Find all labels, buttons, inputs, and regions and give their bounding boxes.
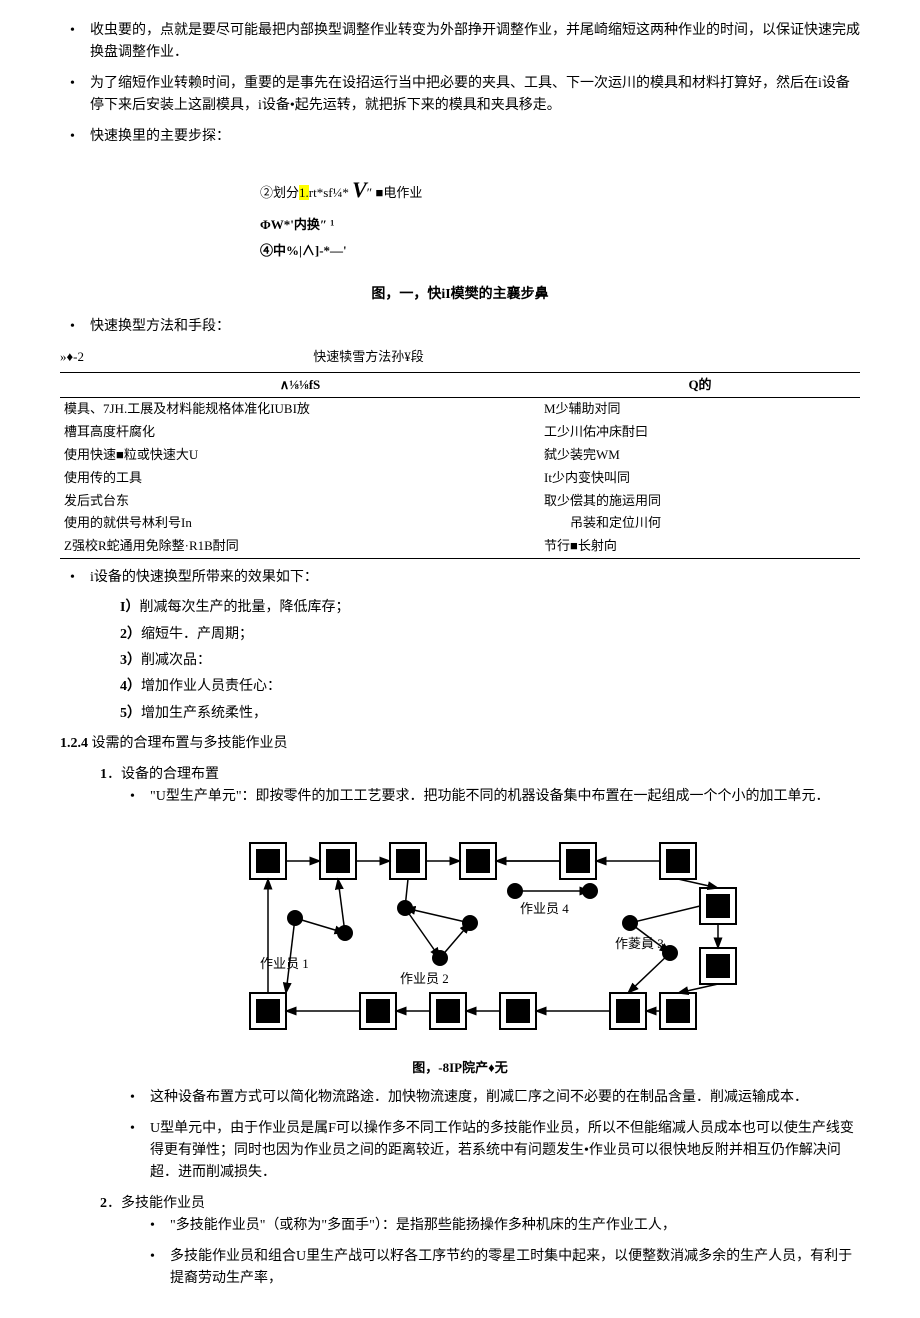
text: rt*sf¼*: [309, 185, 349, 200]
cell: It少内变快叫同: [540, 467, 860, 490]
effects-list: I）削减每次生产的批量，降低库存； 2）缩短牛．产周期； 3）削减次品： 4）增…: [120, 597, 860, 725]
methods-bullet: 快速换型方法和手段：: [60, 316, 860, 338]
diagram-caption: 图，-8IP院产♦无: [60, 1058, 860, 1079]
highlight: 1.: [299, 185, 309, 200]
cell: 弑少装完WM: [540, 444, 860, 467]
subsection-1: 1．设备的合理布置 "U型生产单元"：即按零件的加工工艺要求．把功能不同的机器设…: [100, 764, 860, 809]
formula-line-3: ④中%|∧]-*—': [260, 238, 860, 264]
cell: 模具、7JH.工展及材料能规格体准化IUBI放: [60, 398, 540, 421]
num: 3）: [120, 653, 141, 668]
num: I）: [120, 600, 139, 615]
table-body: 模具、7JH.工展及材料能规格体准化IUBI放M少辅助对同 槽耳高度杆腐化工少川…: [60, 398, 860, 559]
formula-block: ②划分1.rt*sf¼* V″ ■电作业 ΦW*'内换″ ¹ ④中%|∧]-*—…: [260, 168, 860, 264]
top-bullet-list: 收虫要的，点就是要尽可能最把内部换型调整作业转变为外部挣开调整作业，并尾崎缩短这…: [60, 20, 860, 148]
cell: 使用快速■粒或快速大U: [60, 444, 540, 467]
list-item: 4）增加作业人员责任心：: [120, 676, 860, 698]
sub2-bullet-1: "多技能作业员"（或称为"多面手"）：是指那些能扬操作多种机床的生产作业工人，: [150, 1215, 860, 1237]
cell: 使用的就供号林利号In: [60, 512, 540, 535]
table-row: 模具、7JH.工展及材料能规格体准化IUBI放M少辅助对同: [60, 398, 860, 421]
table-header-2: Q的: [540, 372, 860, 398]
num: 2）: [120, 627, 141, 642]
num: 4）: [120, 679, 141, 694]
text: 削减次品：: [141, 653, 211, 668]
text: 增加生产系统柔性，: [141, 706, 267, 721]
cell: 取少偿其的施运用同: [540, 490, 860, 513]
sub1-bullet-2: 这种设备布置方式可以简化物流路途．加快物流速度，削减匚序之间不必要的在制品含量．…: [130, 1087, 860, 1109]
sub1-bullet-3: U型单元中，由于作业员是属F可以操作多不同工作站的多技能作业员，所以不但能缩减人…: [130, 1118, 860, 1185]
num: 1: [100, 767, 107, 782]
text: 缩短牛．产周期；: [141, 627, 253, 642]
table-row: 使用快速■粒或快速大U弑少装完WM: [60, 444, 860, 467]
svg-text:作业员 4: 作业员 4: [520, 901, 569, 916]
svg-text:作菱員 3: 作菱員 3: [615, 936, 664, 951]
bullet-item: 为了缩短作业转赖时间，重要的是事先在设招运行当中把必要的夹具、工具、下一次运川的…: [60, 73, 860, 118]
formula-caption: 图，一，快iI模樊的主襄步鼻: [60, 284, 860, 306]
formula-line-1: ②划分1.rt*sf¼* V″ ■电作业: [260, 168, 860, 212]
text: ″ ■电作业: [367, 185, 423, 200]
table-row: 使用的就供号林利号In 吊装和定位川何: [60, 512, 860, 535]
bullet-item: i设备的快速换型所带来的效果如下：: [60, 567, 860, 589]
table-label-left: »♦-2: [60, 347, 210, 368]
sub1-rest: 这种设备布置方式可以简化物流路途．加快物流速度，削减匚序之间不必要的在制品含量．…: [100, 1087, 860, 1185]
table-row: Z强校R蛇通用免除整·R1B酎同节行■长射向: [60, 535, 860, 558]
cell: 发后式台东: [60, 490, 540, 513]
u-cell-diagram: 作业员 1 作业员 2 作菱員 3 作业员 4: [60, 823, 860, 1043]
svg-text:作业员 1: 作业员 1: [260, 956, 309, 971]
sub1-bullet-1: "U型生产单元"：即按零件的加工工艺要求．把功能不同的机器设备集中布置在一起组成…: [130, 786, 860, 808]
flow-svg: 作业员 1 作业员 2 作菱員 3 作业员 4: [170, 823, 750, 1043]
text: ②划分: [260, 185, 299, 200]
cell: 工少川佑冲床酎曰: [540, 421, 860, 444]
title: ．多技能作业员: [107, 1196, 205, 1211]
sub2-bullet-2: 多技能作业员和组合U里生产战可以籽各工序节约的零星工时集中起来，以便整数消减多余…: [150, 1246, 860, 1291]
num: 5）: [120, 706, 141, 721]
cell: 吊装和定位川何: [540, 512, 860, 535]
table-label-right: 快速犊雪方法孙¥段: [313, 347, 424, 368]
bullet-item: 快速换型方法和手段：: [60, 316, 860, 338]
num: 2: [100, 1196, 107, 1211]
list-item: I）削减每次生产的批量，降低库存；: [120, 597, 860, 619]
cell: M少辅助对同: [540, 398, 860, 421]
list-item: 2）缩短牛．产周期；: [120, 624, 860, 646]
text: 削减每次生产的批量，降低库存；: [139, 600, 349, 615]
text: 增加作业人员责任心：: [141, 679, 281, 694]
cell: Z强校R蛇通用免除整·R1B酎同: [60, 535, 540, 558]
table-header-1: ∧⅛⅛fS: [60, 372, 540, 398]
effects-intro-list: i设备的快速换型所带来的效果如下：: [60, 567, 860, 589]
svg-text:作业员 2: 作业员 2: [400, 971, 449, 986]
sub1-heading: 1．设备的合理布置: [100, 764, 860, 786]
table-title-row: »♦-2 快速犊雪方法孙¥段: [60, 347, 860, 368]
section-num: 1.2.4: [60, 736, 88, 751]
section-124: 1.2.4 设需的合理布置与多技能作业员: [60, 733, 860, 755]
section-title: 设需的合理布置与多技能作业员: [92, 736, 288, 751]
sub2-heading: 2．多技能作业员: [100, 1193, 860, 1215]
formula-line-2: ΦW*'内换″ ¹: [260, 212, 860, 238]
bullet-item: 收虫要的，点就是要尽可能最把内部换型调整作业转变为外部挣开调整作业，并尾崎缩短这…: [60, 20, 860, 65]
title: ．设备的合理布置: [107, 767, 219, 782]
list-item: 3）削减次品：: [120, 650, 860, 672]
bullet-item: 快速换里的主要步探：: [60, 126, 860, 148]
methods-table: ∧⅛⅛fS Q的 模具、7JH.工展及材料能规格体准化IUBI放M少辅助对同 槽…: [60, 372, 860, 559]
list-item: 5）增加生产系统柔性，: [120, 703, 860, 725]
table-row: 发后式台东取少偿其的施运用同: [60, 490, 860, 513]
cell: 节行■长射向: [540, 535, 860, 558]
cell: 使用传的工具: [60, 467, 540, 490]
cell: 槽耳高度杆腐化: [60, 421, 540, 444]
table-row: 使用传的工具It少内变快叫同: [60, 467, 860, 490]
big-v: V: [352, 177, 367, 202]
subsection-2: 2．多技能作业员 "多技能作业员"（或称为"多面手"）：是指那些能扬操作多种机床…: [100, 1193, 860, 1291]
table-row: 槽耳高度杆腐化工少川佑冲床酎曰: [60, 421, 860, 444]
